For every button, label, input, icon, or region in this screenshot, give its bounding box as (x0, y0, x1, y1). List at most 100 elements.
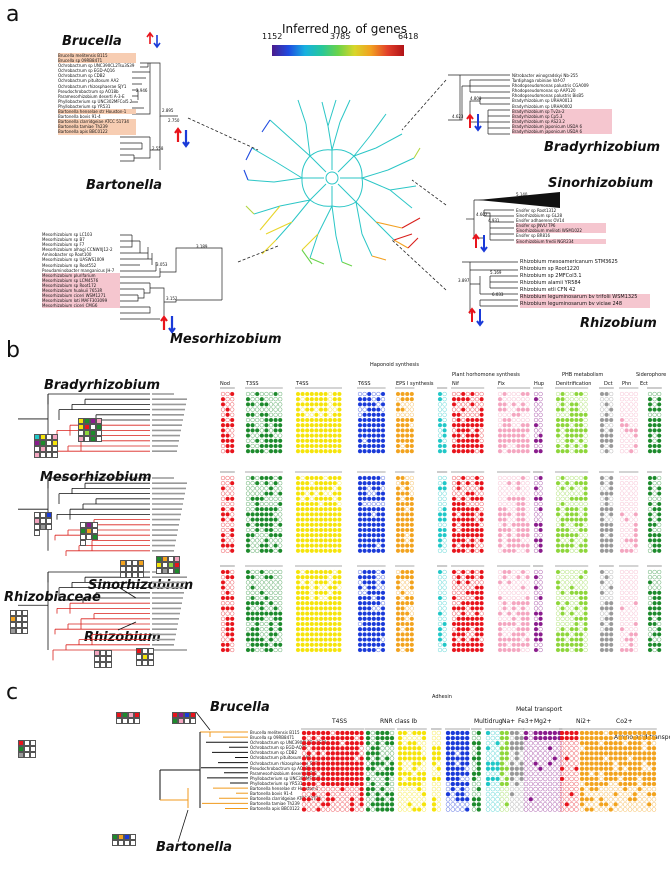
presence-dot (647, 501, 653, 507)
presence-dot (479, 595, 484, 601)
presence-dot (647, 751, 652, 756)
presence-dot (225, 585, 230, 590)
taxon-label: Bradyrhizobium japonicum USDA 6 (512, 129, 612, 135)
presence-dot (555, 595, 561, 601)
presence-dot (618, 771, 623, 776)
presence-dot (589, 771, 594, 776)
presence-dot (455, 792, 460, 797)
presence-dot (442, 569, 447, 575)
presence-dot (552, 781, 557, 787)
presence-dot (370, 797, 375, 802)
presence-dot (437, 522, 443, 527)
presence-dot (314, 522, 319, 527)
presence-dot (574, 761, 579, 766)
presence-dot (325, 766, 331, 771)
presence-dot (465, 756, 470, 761)
presence-dot (647, 590, 653, 595)
presence-dot (465, 771, 470, 776)
state-cell (130, 840, 136, 846)
presence-dot (230, 443, 235, 449)
presence-dot (599, 569, 605, 575)
presence-dot (455, 746, 460, 751)
presence-dot (485, 792, 491, 797)
presence-dot (502, 522, 507, 527)
presence-dot (421, 741, 427, 746)
presence-dot (400, 616, 405, 621)
presence-dot (520, 606, 526, 611)
presence-dot (357, 632, 363, 637)
presence-dot (376, 481, 381, 486)
presence-dot (380, 391, 386, 397)
presence-dot (471, 751, 477, 756)
presence-dot (578, 491, 584, 496)
presence-dot (309, 407, 314, 412)
presence-dot (268, 417, 274, 423)
presence-dot (300, 433, 305, 438)
presence-dot (230, 481, 235, 486)
presence-dot (437, 517, 443, 522)
presence-dot (437, 428, 443, 433)
presence-dot (525, 569, 530, 575)
presence-dot (305, 637, 310, 642)
presence-dot (559, 746, 565, 751)
presence-dot (367, 522, 372, 527)
presence-dot (437, 627, 443, 632)
presence-dot (278, 522, 283, 527)
presence-dot (520, 397, 526, 402)
presence-dot (402, 735, 407, 741)
presence-dot (533, 601, 539, 606)
presence-dot (624, 647, 629, 653)
presence-dot (300, 595, 305, 601)
presence-dot (380, 616, 386, 621)
presence-dot (471, 792, 477, 797)
presence-dot (604, 601, 609, 606)
presence-dot (305, 486, 310, 491)
presence-dot (314, 533, 319, 538)
presence-dot (624, 611, 629, 616)
presence-dot (652, 391, 657, 397)
presence-dot (652, 522, 657, 527)
presence-dot (305, 512, 310, 517)
presence-dot (599, 761, 604, 766)
presence-dot (642, 776, 647, 782)
presence-dot (268, 428, 274, 433)
presence-dot (502, 590, 507, 595)
presence-dot (511, 412, 516, 417)
presence-dot (502, 611, 507, 616)
presence-dot (507, 642, 512, 647)
presence-dot (559, 751, 565, 756)
presence-dot (528, 776, 533, 782)
presence-dot (278, 475, 283, 481)
presence-dot (647, 522, 653, 527)
presence-dot (624, 412, 629, 417)
presence-dot (230, 543, 235, 548)
presence-dot (604, 543, 609, 548)
presence-dot (490, 756, 495, 761)
taxon-label: Rhizobium leguminosarum bv trifolii WSM1… (520, 294, 650, 301)
presence-dot (318, 522, 324, 527)
presence-dot (332, 637, 337, 642)
presence-dot (538, 611, 543, 616)
presence-dot (431, 756, 437, 761)
presence-dot (442, 601, 447, 606)
presence-dot (507, 433, 512, 438)
presence-dot (309, 397, 314, 402)
presence-dot (437, 507, 443, 512)
presence-dot (511, 601, 516, 606)
presence-dot (405, 397, 410, 402)
presence-dot (533, 501, 539, 507)
presence-dot (507, 423, 512, 428)
node-value: 6.033 (492, 292, 504, 297)
presence-dot (337, 496, 342, 501)
presence-dot (268, 491, 274, 496)
presence-dot (507, 486, 512, 491)
presence-dot (405, 496, 410, 501)
presence-dot (370, 730, 375, 736)
presence-dot (437, 481, 443, 486)
presence-dot (555, 569, 561, 575)
presence-dot (511, 585, 516, 590)
presence-dot (507, 543, 512, 548)
presence-dot (337, 580, 342, 585)
presence-dot (306, 730, 311, 736)
presence-dot (354, 792, 359, 797)
